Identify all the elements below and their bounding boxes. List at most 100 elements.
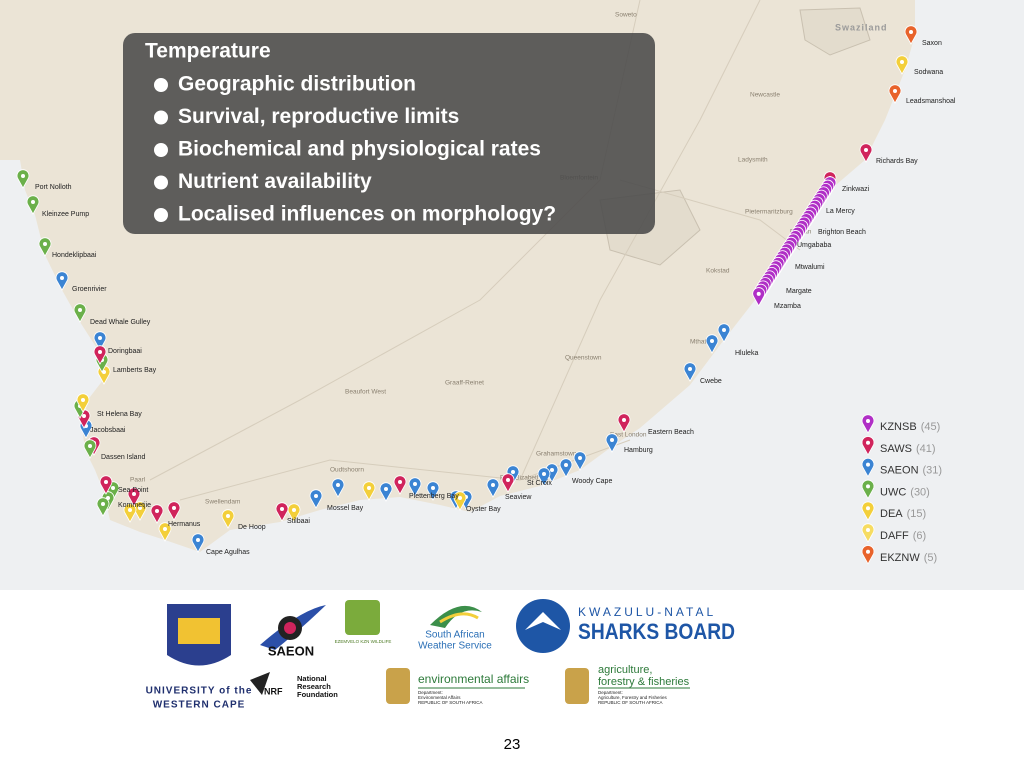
site-marker	[559, 458, 573, 478]
saws-mark	[430, 605, 482, 628]
site-marker	[904, 25, 918, 45]
legend-name: DEA	[880, 508, 903, 520]
site-marker	[379, 482, 393, 502]
site-marker	[73, 303, 87, 323]
site-marker	[861, 479, 875, 500]
logo-text: NRF	[264, 686, 283, 696]
site-label: Kommetjie	[118, 502, 151, 509]
logo-text: EZEMVELO KZN WILDLIFE	[335, 639, 392, 644]
site-marker	[99, 475, 113, 495]
site-marker-dot	[756, 291, 761, 296]
swaziland	[799, 7, 871, 56]
site-marker-dot	[31, 200, 35, 204]
overlay-bullet: Geographic distribution	[178, 73, 416, 96]
site-marker	[617, 413, 631, 433]
overlay-bullet: Localised influences on morphology?	[178, 203, 556, 226]
logo-text: REPUBLIC OF SOUTH AFRICA	[598, 700, 663, 705]
site-label: Saxon	[922, 40, 942, 47]
site-marker	[501, 473, 515, 493]
site-marker-dot	[128, 508, 132, 512]
logo-text: environmental affairs	[418, 672, 529, 686]
sharks-mark	[516, 599, 570, 653]
legend-name: KZNSB	[880, 421, 917, 433]
logos: UNIVERSITY of the WESTERN CAPE SAEON NRF Nat…	[146, 599, 735, 711]
site-marker-dot	[893, 89, 897, 93]
site-marker-dot	[82, 414, 86, 418]
site-marker	[331, 478, 345, 498]
site-label: St Helena Bay	[97, 411, 142, 418]
place-label: Grahamstown	[536, 451, 577, 458]
page-number: 23	[504, 736, 521, 753]
site-label: Plettenberg Bay	[409, 493, 459, 500]
site-marker-dot	[864, 148, 868, 152]
site-marker	[537, 467, 551, 487]
site-marker-dot	[196, 538, 200, 542]
site-marker	[221, 509, 235, 529]
site-label: Seaview	[505, 494, 532, 501]
site-marker	[683, 362, 697, 382]
site-marker-dot	[688, 367, 692, 371]
site-marker-dot	[610, 438, 614, 442]
logo-text: Department:	[598, 690, 623, 695]
site-label: Zinkwazi	[842, 186, 870, 193]
site-label: Groenrivier	[72, 286, 107, 293]
site-marker	[453, 491, 467, 511]
logo-text: SAEON	[268, 643, 314, 658]
place-label: Oudtshoorn	[330, 467, 364, 474]
site-marker	[309, 489, 323, 509]
site-marker	[408, 477, 422, 497]
place-label: Queenstown	[565, 355, 602, 362]
legend-entry: EKZNW (5)	[880, 552, 937, 564]
legend-count: (5)	[924, 552, 937, 564]
site-marker-dot	[367, 486, 371, 490]
site-marker	[752, 287, 766, 307]
site-marker-dot	[900, 60, 904, 64]
sharks-mark	[525, 612, 561, 630]
site-marker-dot	[542, 472, 546, 476]
site-label: Hamburg	[624, 447, 653, 454]
overlay-box: Temperature Geographic distribution Surviv…	[123, 33, 655, 234]
site-marker	[123, 503, 137, 523]
site-label: Cwebe	[700, 378, 722, 385]
site-marker	[861, 436, 875, 456]
legend-name: DAFF	[880, 530, 909, 542]
place-label: Beaufort West	[345, 389, 386, 396]
legend-count: (41)	[916, 443, 936, 455]
site-label: Kleinzee Pump	[42, 211, 89, 218]
logo-text: Department:	[418, 690, 443, 695]
site-marker-dot	[413, 482, 417, 486]
logo-text: Environmental Affairs	[418, 695, 461, 700]
legend-entry: KZNSB (45)	[880, 421, 940, 433]
site-label: Sodwana	[914, 69, 943, 76]
legend-count: (31)	[923, 465, 943, 477]
legend-entry: DAFF (6)	[880, 530, 926, 542]
logo-text: Agriculture, Forestry and Fisheries	[598, 695, 668, 700]
site-marker	[705, 334, 719, 354]
site-label: Stilbaai	[287, 518, 310, 525]
site-label: Margate	[786, 288, 812, 295]
bullet	[154, 143, 168, 157]
bullet	[154, 78, 168, 92]
overlay-bullet: Nutrient availability	[178, 170, 372, 193]
coat-of-arms	[565, 668, 589, 704]
site-marker	[83, 439, 97, 459]
place-label: Ladysmith	[738, 157, 768, 164]
logo-text: REPUBLIC OF SOUTH AFRICA	[418, 700, 483, 705]
site-marker-dot	[226, 514, 230, 518]
site-marker-dot	[866, 506, 870, 511]
site-marker-dot	[578, 456, 582, 460]
site-marker-dot	[622, 418, 626, 422]
site-marker-dot	[491, 483, 495, 487]
site-marker	[486, 478, 500, 498]
logo-text: forestry & fisheries	[598, 676, 690, 688]
place-label: Graaff-Reinet	[445, 380, 484, 387]
site-marker	[861, 523, 875, 543]
site-marker-dot	[98, 336, 102, 340]
legend-entry: SAWS (41)	[880, 443, 936, 455]
legend-name: SAEON	[880, 465, 919, 477]
site-label: Cape Agulhas	[206, 549, 250, 556]
site-label: Sea Point	[118, 487, 148, 494]
saeon-globe	[284, 622, 296, 634]
site-marker	[93, 345, 107, 365]
site-marker-dot	[138, 506, 142, 510]
